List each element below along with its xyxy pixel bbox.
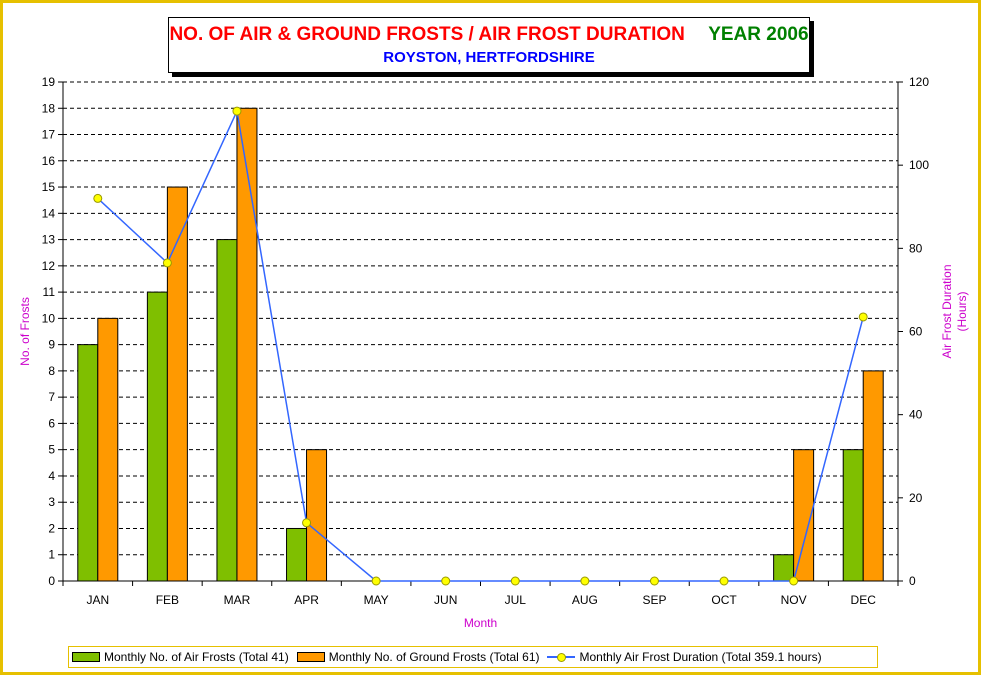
- y-tick-label: 13: [42, 233, 56, 247]
- bar-air-frosts: [146, 291, 168, 582]
- chart-title-line: NO. OF AIR & GROUND FROSTS / AIR FROST D…: [169, 24, 809, 46]
- y-axis-title: No. of Frosts: [18, 297, 32, 366]
- y-tick-label: 0: [48, 574, 55, 588]
- bar-ground-frosts: [97, 317, 119, 582]
- duration-point: [162, 258, 172, 268]
- x-tick-label: JAN: [86, 593, 109, 607]
- y-tick-label: 9: [48, 338, 55, 352]
- y2-tick-label: 100: [909, 158, 929, 172]
- legend-swatch: [547, 652, 576, 662]
- y-tick-label: 8: [48, 364, 55, 378]
- legend-swatch: [296, 652, 325, 662]
- duration-point: [371, 576, 381, 586]
- y-tick-label: 6: [48, 416, 55, 430]
- legend-swatch: [72, 652, 100, 662]
- duration-point: [719, 576, 729, 586]
- y-tick-label: 7: [48, 390, 55, 404]
- chart-title-box: NO. OF AIR & GROUND FROSTS / AIR FROST D…: [168, 17, 810, 73]
- bar-ground-frosts: [236, 107, 258, 582]
- bar-air-frosts: [286, 527, 308, 582]
- y-tick-label: 1: [48, 548, 55, 562]
- legend-label: Monthly No. of Ground Frosts (Total 61): [328, 650, 540, 664]
- legend-item: Monthly No. of Air Frosts (Total 41): [72, 650, 289, 664]
- bar-air-frosts: [77, 344, 99, 582]
- y2-tick-label: 20: [909, 491, 923, 505]
- x-tick-label: AUG: [572, 593, 598, 607]
- duration-point: [441, 576, 451, 586]
- y-tick-label: 19: [42, 75, 56, 89]
- y-tick-label: 2: [48, 521, 55, 535]
- y-tick-label: 12: [42, 259, 56, 273]
- y-tick-label: 17: [42, 128, 56, 142]
- x-tick-label: JUN: [434, 593, 457, 607]
- y-tick-label: 4: [48, 469, 55, 483]
- chart-year: YEAR 2006: [708, 24, 809, 45]
- y2-axis-title-unit: (Hours): [955, 291, 969, 331]
- y2-tick-label: 80: [909, 241, 923, 255]
- bar-ground-frosts: [306, 449, 328, 582]
- legend-item: Monthly No. of Ground Frosts (Total 61): [296, 650, 540, 664]
- legend-item: Monthly Air Frost Duration (Total 359.1 …: [547, 650, 822, 664]
- chart-title: NO. OF AIR & GROUND FROSTS / AIR FROST D…: [169, 24, 685, 45]
- duration-point: [93, 193, 103, 203]
- y-tick-label: 18: [42, 101, 56, 115]
- y-tick-label: 11: [43, 285, 56, 299]
- y2-axis-title: Air Frost Duration: [940, 264, 954, 358]
- x-tick-label: FEB: [156, 593, 179, 607]
- bar-air-frosts: [842, 449, 864, 582]
- y-tick-label: 16: [42, 154, 56, 168]
- y2-tick-label: 0: [909, 574, 916, 588]
- duration-point: [858, 312, 868, 322]
- y-tick-label: 10: [42, 311, 56, 325]
- y-tick-label: 15: [42, 180, 56, 194]
- duration-point: [789, 576, 799, 586]
- y2-tick-label: 120: [909, 75, 929, 89]
- x-tick-label: DEC: [851, 593, 877, 607]
- y-tick-label: 5: [48, 443, 55, 457]
- x-axis-title: Month: [464, 616, 497, 630]
- duration-point: [510, 576, 520, 586]
- duration-point: [580, 576, 590, 586]
- y-tick-label: 14: [42, 206, 56, 220]
- bar-ground-frosts: [166, 186, 188, 582]
- x-tick-label: SEP: [642, 593, 666, 607]
- bar-air-frosts: [773, 554, 795, 582]
- legend-label: Monthly No. of Air Frosts (Total 41): [104, 650, 289, 664]
- chart-legend: Monthly No. of Air Frosts (Total 41) Mont…: [68, 646, 878, 668]
- y2-tick-label: 40: [909, 408, 923, 422]
- bar-ground-frosts: [862, 370, 884, 582]
- chart-plot: 0123456789101112131415161718190204060801…: [18, 75, 969, 630]
- x-tick-label: OCT: [711, 593, 737, 607]
- y2-tick-label: 60: [909, 325, 923, 339]
- chart-subtitle: ROYSTON, HERTFORDSHIRE: [383, 49, 595, 66]
- duration-line: [97, 108, 864, 582]
- x-tick-label: APR: [294, 593, 319, 607]
- duration-point: [302, 518, 312, 528]
- bar-air-frosts: [216, 239, 238, 582]
- y-tick-label: 3: [48, 495, 55, 509]
- duration-point: [649, 576, 659, 586]
- duration-point: [232, 106, 242, 116]
- x-tick-label: JUL: [505, 593, 527, 607]
- legend-label: Monthly Air Frost Duration (Total 359.1 …: [579, 650, 822, 664]
- x-tick-label: MAY: [364, 593, 389, 607]
- x-tick-label: NOV: [781, 593, 807, 607]
- x-tick-label: MAR: [224, 593, 251, 607]
